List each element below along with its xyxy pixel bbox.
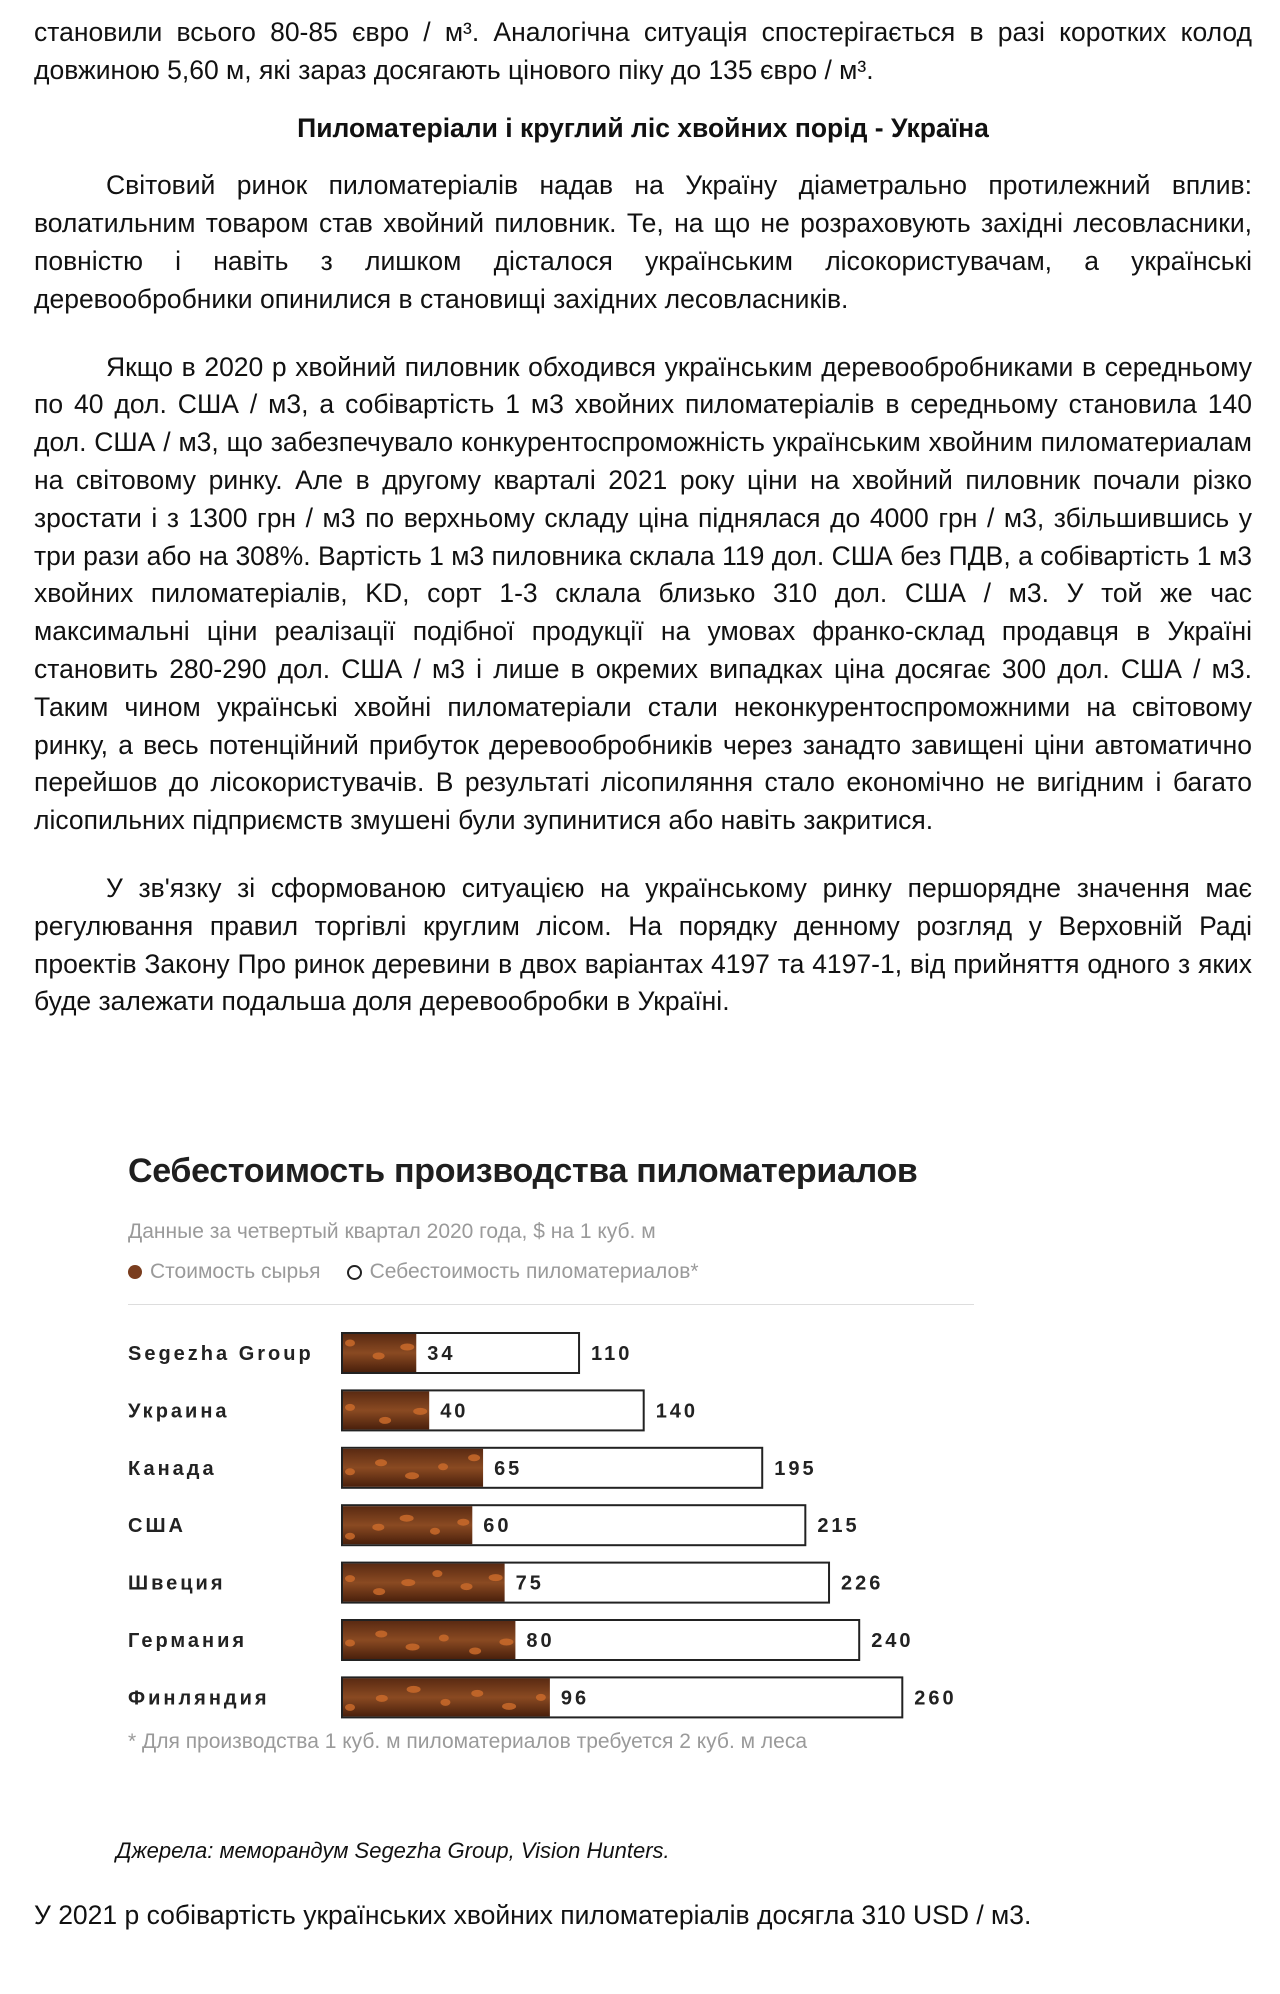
- category-label: Германия: [128, 1630, 247, 1652]
- chart-title: Себестоимость производства пиломатериало…: [128, 1152, 918, 1190]
- category-label: Украина: [128, 1400, 230, 1422]
- bark-spot: [429, 1527, 440, 1535]
- cost-value-label: 260: [914, 1687, 956, 1709]
- bark-spot: [372, 1352, 385, 1360]
- bark-spot: [406, 1685, 421, 1693]
- bark-spot: [535, 1693, 546, 1701]
- bark-spot: [345, 1639, 355, 1647]
- bark-spot: [432, 1570, 443, 1578]
- chart-separator: [128, 1304, 974, 1305]
- raw-value-label: 65: [494, 1458, 522, 1480]
- raw-material-dot-icon: [128, 1265, 142, 1279]
- bark-spot: [413, 1407, 428, 1415]
- category-label: США: [128, 1515, 186, 1537]
- bark-spot: [438, 1463, 449, 1471]
- raw-material-bar: [343, 1678, 550, 1717]
- raw-value-label: 75: [516, 1573, 544, 1595]
- bark-spot: [345, 1339, 355, 1347]
- bark-spot: [405, 1643, 420, 1651]
- chart-subtitle: Данные за четвертый квартал 2020 года, $…: [128, 1220, 656, 1243]
- bark-spot: [499, 1638, 514, 1646]
- bark-spot: [372, 1523, 385, 1531]
- raw-value-label: 60: [483, 1515, 511, 1537]
- bark-spot: [345, 1468, 355, 1476]
- legend-label-raw: Стоимость сырья: [150, 1260, 321, 1283]
- cost-circle-icon: [346, 1264, 362, 1280]
- bark-spot: [469, 1647, 482, 1655]
- raw-material-bar: [343, 1621, 516, 1659]
- paragraph-prices: Якщо в 2020 р хвойний пиловник обходився…: [34, 351, 1252, 836]
- category-label: Финляндия: [128, 1687, 270, 1709]
- bark-spot: [345, 1532, 355, 1540]
- legend-label-cost: Себестоимость пиломатериалов*: [369, 1260, 699, 1283]
- bark-spot: [405, 1472, 420, 1480]
- bark-spot: [375, 1694, 388, 1702]
- category-label: Канада: [128, 1458, 217, 1480]
- raw-material-bar: [343, 1448, 484, 1487]
- bark-spot: [438, 1634, 449, 1642]
- bark-spot: [488, 1574, 503, 1582]
- section-heading: Пиломатеріали і круглий ліс хвойних порі…: [297, 112, 989, 143]
- bark-spot: [345, 1703, 355, 1711]
- paragraph-regulation: У зв'язку зі сформованою ситуацією на ук…: [34, 872, 1252, 1017]
- bark-spot: [375, 1630, 388, 1638]
- bark-spot: [471, 1689, 484, 1697]
- bark-spot: [345, 1403, 355, 1411]
- bark-spot: [440, 1698, 451, 1706]
- category-label: Segezha Group: [128, 1343, 314, 1365]
- bark-spot: [401, 1579, 416, 1587]
- raw-material-bar: [343, 1506, 473, 1545]
- cost-value-label: 195: [774, 1458, 816, 1480]
- bark-spot: [457, 1518, 470, 1526]
- bark-spot: [400, 1343, 415, 1351]
- chart-footnote: * Для производства 1 куб. м пиломатериал…: [128, 1730, 807, 1753]
- raw-value-label: 80: [526, 1630, 554, 1652]
- raw-value-label: 40: [440, 1400, 468, 1422]
- cost-value-label: 215: [817, 1515, 859, 1537]
- bark-spot: [468, 1454, 481, 1462]
- cost-value-label: 240: [871, 1630, 913, 1652]
- raw-value-label: 34: [427, 1343, 455, 1365]
- bark-spot: [375, 1459, 388, 1467]
- cost-chart: Себестоимость производства пиломатериало…: [124, 1152, 1004, 1792]
- source-note: Джерела: меморандум Segezha Group, Visio…: [116, 1838, 670, 1863]
- raw-material-bar: [343, 1563, 505, 1602]
- bark-spot: [345, 1575, 355, 1583]
- paragraph-market: Світовий ринок пиломатеріалів надав на У…: [34, 170, 1252, 314]
- paragraph-intro: становили всього 80-85 євро / м³. Аналог…: [34, 17, 1252, 85]
- bark-spot: [502, 1702, 517, 1710]
- cost-value-label: 140: [656, 1400, 698, 1422]
- bark-spot: [460, 1583, 473, 1591]
- legend-item-cost: Себестоимость пиломатериалов*: [346, 1260, 699, 1284]
- bark-spot: [399, 1514, 414, 1522]
- document-body: становили всього 80-85 євро / м³. Аналог…: [34, 14, 1252, 1021]
- bark-spot: [379, 1416, 392, 1424]
- raw-value-label: 96: [561, 1687, 589, 1709]
- category-label: Швеция: [128, 1573, 226, 1595]
- legend-item-raw: Стоимость сырья: [128, 1260, 321, 1284]
- cost-value-label: 226: [841, 1573, 883, 1595]
- closing-sentence: У 2021 р собівартість українських хвойни…: [34, 1900, 1032, 1930]
- bark-spot: [373, 1588, 386, 1596]
- chart-legend: Стоимость сырья Себестоимость пиломатери…: [128, 1260, 725, 1284]
- cost-value-label: 110: [591, 1343, 632, 1365]
- chart-plot: Segezha Group 34 110 Украина 40 140 Канада 65 19…: [128, 1332, 956, 1719]
